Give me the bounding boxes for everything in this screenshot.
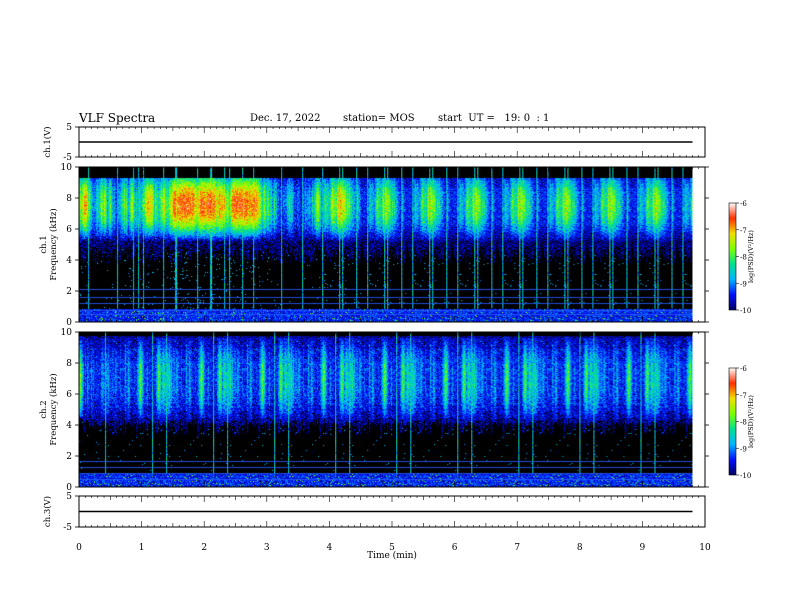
- x-axis-label: Time (min): [367, 550, 417, 561]
- xtick-label: 7: [514, 543, 520, 553]
- panel-3-colorbar-label: log(PSD)(V²/Hz): [747, 395, 755, 448]
- panel-3-ytick-label: 0: [66, 483, 72, 493]
- panel-3-ytick-label: 6: [66, 390, 72, 400]
- panel-3-colorbar: [728, 367, 737, 476]
- panel-1-ytick-label: 5: [66, 123, 72, 133]
- panel-2-ylabel-0: ch.1: [39, 235, 49, 253]
- panel-3-ytick-label: 8: [66, 359, 72, 369]
- panel-2-colorbar-tick: -9: [740, 280, 747, 288]
- panel-2-colorbar-tick: -8: [740, 254, 747, 262]
- xtick-label: 8: [577, 543, 583, 553]
- panel-2-ytick-label: 8: [66, 194, 72, 204]
- xtick-label: 10: [699, 543, 711, 553]
- panel-3-colorbar-tick: -9: [740, 445, 747, 453]
- panel-2-ytick-label: 6: [66, 225, 72, 235]
- panel-3-colorbar-tick: -8: [740, 419, 747, 427]
- xtick-label: 2: [201, 543, 207, 553]
- panel-3-ytick-label: 10: [61, 328, 73, 338]
- xtick-label: 4: [327, 543, 333, 553]
- panel-1-ylabel: ch.1(V): [42, 126, 53, 157]
- panel-2-ylabel-1: Frequency (kHz): [48, 208, 59, 280]
- panel-2-colorbar-tick: -7: [740, 227, 747, 235]
- panel-2-ytick-label: 4: [66, 256, 72, 266]
- panel-2-colorbar: [728, 202, 737, 311]
- xtick-label: 1: [139, 543, 145, 553]
- panel-1-ytick-label: -5: [63, 153, 72, 163]
- panel-2-colorbar-tick: -6: [740, 200, 747, 208]
- panel-4-ytick-label: 5: [66, 492, 72, 502]
- panel-2-spectrogram: [79, 167, 693, 322]
- panel-3-ytick-label: 2: [66, 452, 72, 462]
- panel-3-colorbar-tick: -10: [740, 472, 751, 480]
- chart-title: VLF Spectra: [79, 111, 156, 125]
- panel-4-ytick-label: -5: [63, 523, 72, 533]
- panel-2-colorbar-tick: -10: [740, 307, 751, 315]
- panel-2-colorbar-label: log(PSD)(V²/Hz): [747, 230, 755, 283]
- panel-2-ytick-label: 10: [61, 163, 73, 173]
- xtick-label: 0: [76, 543, 82, 553]
- panel-2-ytick-label: 2: [66, 287, 72, 297]
- date-label: Dec. 17, 2022: [250, 113, 321, 124]
- xtick-label: 6: [452, 543, 458, 553]
- panel-3-ylabel-1: Frequency (kHz): [48, 373, 59, 445]
- panel-3-colorbar-tick: -6: [740, 365, 747, 373]
- panel-2-ytick-label: 0: [66, 318, 72, 328]
- panel-3-spectrogram: [79, 332, 693, 487]
- panel-3-ylabel-0: ch.2: [39, 400, 49, 418]
- xtick-label: 3: [264, 543, 270, 553]
- panel-4-ylabel: ch.3(V): [42, 496, 53, 527]
- panel-3-colorbar-tick: -7: [740, 392, 747, 400]
- station-label: station= MOS: [343, 113, 415, 124]
- panel-3-ytick-label: 4: [66, 421, 72, 431]
- xtick-label: 5: [389, 543, 395, 553]
- start-time-label: start UT = 19: 0 : 1: [438, 113, 550, 124]
- xtick-label: 9: [640, 543, 646, 553]
